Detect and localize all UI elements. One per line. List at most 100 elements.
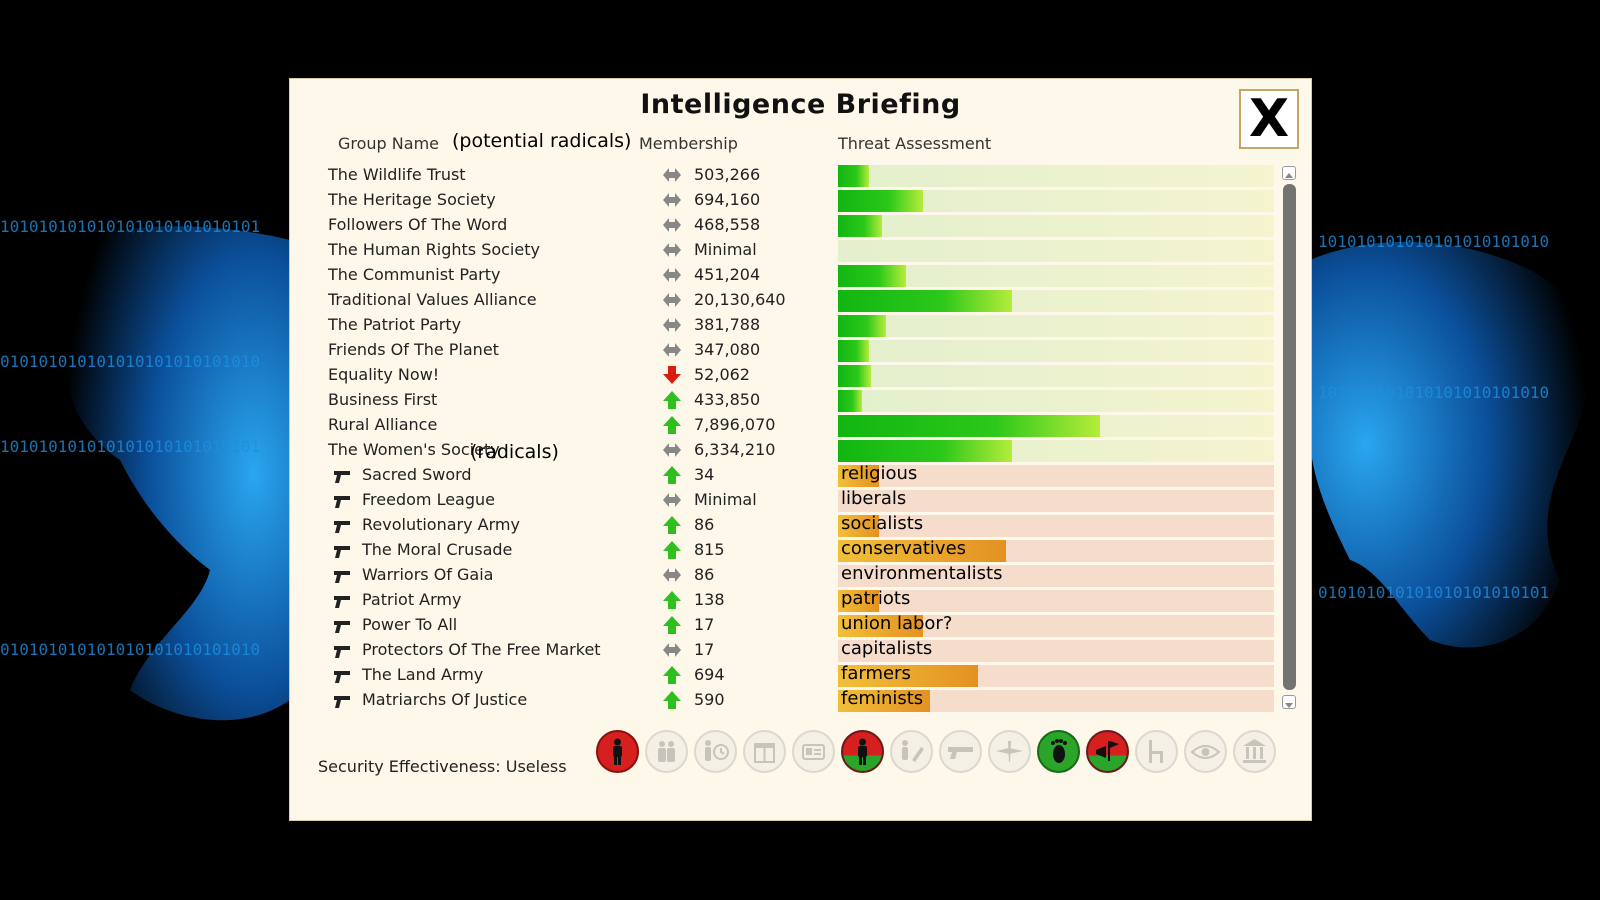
group-row[interactable]: Matriarchs Of Justice 590 feminists (290, 688, 1290, 713)
threat-bar-fill (838, 540, 1006, 562)
group-row[interactable]: The Communist Party 451,204 (290, 263, 1290, 288)
threat-bar-track (838, 240, 1274, 262)
threat-bar-fill (838, 215, 882, 237)
trend-up-arrow-icon (663, 391, 681, 409)
policy-button[interactable] (988, 730, 1031, 773)
drone-icon (996, 741, 1023, 762)
threat-bar-fill (838, 165, 869, 187)
policy-button[interactable] (1184, 730, 1227, 773)
threat-bar-track (838, 215, 1274, 237)
trend-up-arrow-icon (663, 541, 681, 559)
threat-bar-track (838, 665, 1274, 687)
group-row[interactable]: The Human Rights Society Minimal (290, 238, 1290, 263)
policy-button[interactable] (645, 730, 688, 773)
group-row[interactable]: The Land Army 694 farmers (290, 663, 1290, 688)
scroll-thumb[interactable] (1283, 184, 1296, 690)
group-membership: 17 (694, 640, 715, 659)
threat-bar-fill (838, 415, 1100, 437)
pistol-icon (334, 671, 350, 683)
police-clock-icon (705, 740, 729, 761)
threat-bar-track (838, 390, 1274, 412)
header-membership: Membership (639, 134, 738, 153)
policy-button[interactable] (939, 730, 982, 773)
threat-bar-track (838, 340, 1274, 362)
policy-button[interactable] (841, 730, 884, 773)
trend-up-arrow-icon (663, 516, 681, 534)
group-row[interactable]: Freedom League Minimal liberals (290, 488, 1290, 513)
group-row[interactable]: Friends Of The Planet 347,080 (290, 338, 1290, 363)
eye-icon (1190, 745, 1221, 759)
group-row[interactable]: Power To All 17 union labor? (290, 613, 1290, 638)
trend-steady-arrow-icon (663, 643, 681, 657)
security-effectiveness: Security Effectiveness: Useless (318, 757, 567, 776)
group-row[interactable]: Rural Alliance 7,896,070 (290, 413, 1290, 438)
group-row[interactable]: Followers Of The Word 468,558 (290, 213, 1290, 238)
group-row[interactable]: Equality Now! 52,062 (290, 363, 1290, 388)
intelligence-briefing-panel: Intelligence Briefing X Group Name (pote… (289, 78, 1312, 821)
group-membership: 815 (694, 540, 725, 559)
group-row[interactable]: The Wildlife Trust 503,266 (290, 163, 1290, 188)
trend-steady-arrow-icon (663, 343, 681, 357)
scroll-up-button[interactable] (1282, 166, 1296, 180)
group-membership: 468,558 (694, 215, 761, 234)
svg-text:101010101010101010101010: 101010101010101010101010 (1318, 383, 1549, 402)
svg-text:010101010101010101010101: 010101010101010101010101 (1318, 583, 1549, 602)
annotation-potential-radicals: (potential radicals) (452, 130, 632, 152)
group-row[interactable]: The Patriot Party 381,788 (290, 313, 1290, 338)
threat-bar-track (838, 190, 1274, 212)
close-button[interactable]: X (1239, 89, 1299, 149)
group-name: Revolutionary Army (362, 515, 520, 534)
policy-button[interactable] (792, 730, 835, 773)
threat-category-label: liberals (841, 488, 907, 509)
threat-bar-track (838, 465, 1274, 487)
trend-steady-arrow-icon (663, 293, 681, 307)
threat-bar-fill (838, 465, 879, 487)
trend-up-arrow-icon (663, 666, 681, 684)
pistol-icon (334, 596, 350, 608)
group-row[interactable]: Sacred Sword 34 religious (290, 463, 1290, 488)
courthouse-icon (1243, 739, 1266, 763)
trend-steady-arrow-icon (663, 493, 681, 507)
threat-category-label: patriots (841, 588, 911, 609)
trend-up-arrow-icon (663, 616, 681, 634)
gift-icon (754, 743, 775, 763)
policy-button[interactable] (1037, 730, 1080, 773)
group-name: The Heritage Society (328, 190, 496, 209)
group-name: The Moral Crusade (362, 540, 513, 559)
gun-icon (948, 747, 973, 759)
policy-button[interactable] (1233, 730, 1276, 773)
scrollbar[interactable] (1281, 166, 1299, 711)
megaphone-flag-icon (1096, 741, 1119, 761)
pistol-icon (334, 521, 350, 533)
group-row[interactable]: The Women's Society 6,334,210 (290, 438, 1290, 463)
trend-up-arrow-icon (663, 416, 681, 434)
group-row[interactable]: Revolutionary Army 86 socialists (290, 513, 1290, 538)
group-row[interactable]: The Heritage Society 694,160 (290, 188, 1290, 213)
group-membership: 451,204 (694, 265, 761, 284)
policy-button[interactable] (743, 730, 786, 773)
group-row[interactable]: Protectors Of The Free Market 17 capitalis… (290, 638, 1290, 663)
threat-category-label: conservatives (841, 538, 967, 559)
threat-category-label: feminists (841, 688, 924, 709)
group-row[interactable]: Patriot Army 138 patriots (290, 588, 1290, 613)
group-row[interactable]: Traditional Values Alliance 20,130,640 (290, 288, 1290, 313)
pistol-icon (334, 496, 350, 508)
policy-button[interactable] (890, 730, 933, 773)
svg-text:101010101010101010101010101: 101010101010101010101010101 (0, 437, 260, 456)
threat-bar-fill (838, 615, 923, 637)
policy-button[interactable] (694, 730, 737, 773)
group-membership: 6,334,210 (694, 440, 776, 459)
group-row[interactable]: Business First 433,850 (290, 388, 1290, 413)
trend-steady-arrow-icon (663, 218, 681, 232)
group-membership: 694,160 (694, 190, 761, 209)
policy-button[interactable] (1135, 730, 1178, 773)
scroll-down-button[interactable] (1282, 695, 1296, 709)
group-row[interactable]: The Moral Crusade 815 conservatives (290, 538, 1290, 563)
group-name: Equality Now! (328, 365, 440, 384)
group-row[interactable]: Warriors Of Gaia 86 environmentalists (290, 563, 1290, 588)
threat-bar-fill (838, 440, 1012, 462)
policy-button[interactable] (596, 730, 639, 773)
threat-bar-track (838, 415, 1274, 437)
group-name: Freedom League (362, 490, 495, 509)
policy-button[interactable] (1086, 730, 1129, 773)
